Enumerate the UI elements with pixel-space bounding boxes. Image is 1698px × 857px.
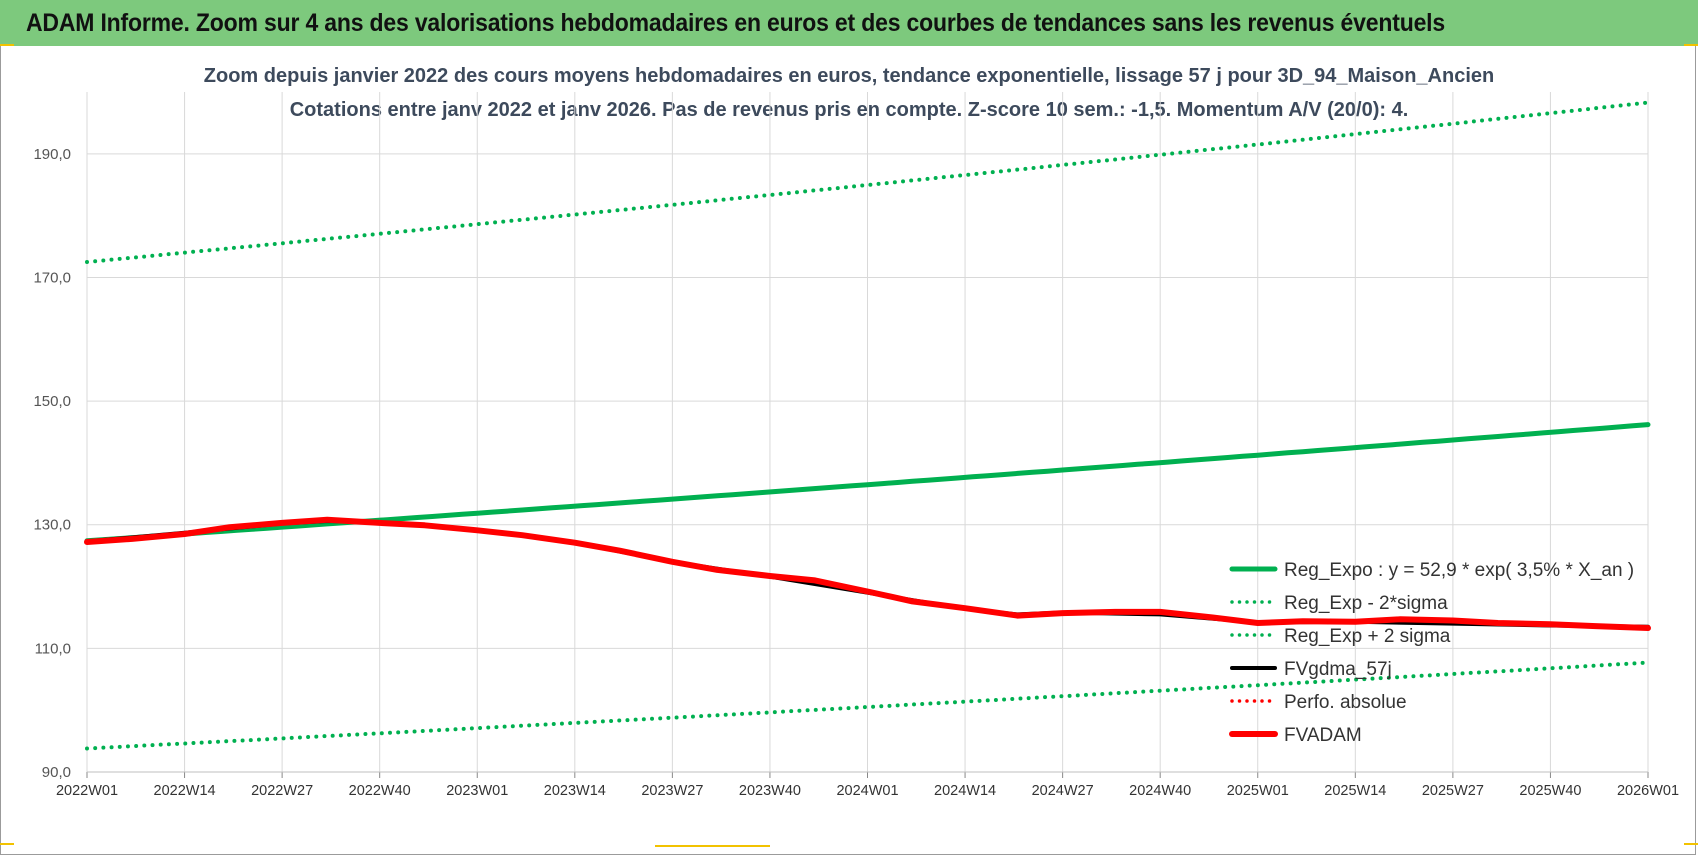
x-tick-label: 2024W27	[1032, 783, 1094, 799]
series-line-1	[85, 660, 1650, 751]
y-tick-label: 150,0	[33, 393, 71, 410]
corner-mark-bottom-right	[1684, 843, 1698, 845]
chart-frame	[0, 46, 1696, 855]
x-tick-label: 2022W40	[349, 783, 411, 799]
x-tick-label: 2024W14	[934, 783, 996, 799]
x-tick-label: 2023W40	[739, 783, 801, 799]
legend-label: FVADAM	[1284, 725, 1362, 746]
x-axis: 2022W01 2022W14 2022W27 2022W40 2023W01 2023W…	[56, 771, 1679, 799]
series-line-2	[85, 100, 1650, 264]
chart-subtitle: Cotations entre janv 2022 et janv 2026. …	[290, 99, 1409, 121]
legend-label: Reg_Exp + 2 sigma	[1284, 626, 1451, 647]
y-tick-label: 130,0	[33, 517, 71, 534]
corner-mark-bottom-left	[0, 843, 14, 845]
y-tick-label: 90,0	[42, 764, 71, 781]
legend-label: FVgdma_57j	[1284, 659, 1392, 680]
x-tick-label: 2025W01	[1227, 783, 1289, 799]
y-tick-label: 170,0	[33, 269, 71, 286]
x-tick-label: 2025W14	[1324, 783, 1386, 799]
y-tick-label: 110,0	[35, 640, 71, 657]
x-tick-label: 2022W01	[56, 783, 118, 799]
legend-label: Reg_Exp - 2*sigma	[1284, 593, 1448, 614]
x-tick-label: 2022W14	[154, 783, 216, 799]
x-tick-label: 2026W01	[1617, 783, 1679, 799]
series-lines	[84, 100, 1651, 751]
x-tick-label: 2024W40	[1129, 783, 1191, 799]
bottom-center-mark	[655, 845, 770, 847]
line-chart: Zoom depuis janvier 2022 des cours moyen…	[33, 65, 1679, 799]
corner-mark-top-right	[1684, 44, 1698, 46]
x-tick-label: 2025W40	[1519, 783, 1581, 799]
report-title: ADAM Informe. Zoom sur 4 ans des valoris…	[26, 9, 1445, 37]
grid-lines	[86, 92, 1649, 773]
report-banner: ADAM Informe. Zoom sur 4 ans des valoris…	[0, 0, 1698, 46]
corner-mark-top-left	[0, 44, 14, 46]
x-tick-label: 2023W27	[641, 783, 703, 799]
x-tick-label: 2023W14	[544, 783, 606, 799]
x-tick-label: 2023W01	[446, 783, 508, 799]
y-tick-label: 190,0	[33, 146, 71, 163]
series-line-5	[84, 516, 1651, 631]
x-tick-label: 2024W01	[836, 783, 898, 799]
x-tick-label: 2025W27	[1422, 783, 1484, 799]
chart-title: Zoom depuis janvier 2022 des cours moyen…	[204, 65, 1494, 87]
legend: Reg_Expo : y = 52,9 * exp( 3,5% * X_an )…	[1229, 560, 1634, 746]
x-tick-label: 2022W27	[251, 783, 313, 799]
legend-label: Reg_Expo : y = 52,9 * exp( 3,5% * X_an )	[1284, 560, 1634, 581]
legend-label: Perfo. absolue	[1284, 692, 1407, 713]
y-axis: 90,0 110,0 130,0 150,0 170,0 190,0	[33, 146, 71, 781]
